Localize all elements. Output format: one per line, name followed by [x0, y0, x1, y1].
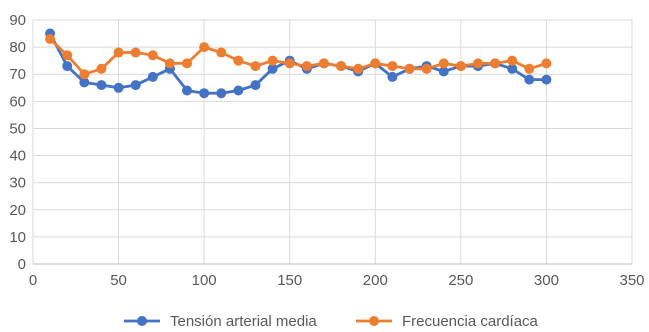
y-tick-label: 40 — [9, 148, 26, 165]
x-tick-label: 150 — [277, 272, 302, 289]
data-point — [438, 66, 449, 77]
data-point — [301, 61, 312, 72]
data-point — [387, 61, 398, 72]
x-tick-label: 350 — [619, 272, 644, 289]
data-point — [96, 80, 107, 91]
y-tick-label: 70 — [9, 66, 26, 83]
data-point — [182, 85, 193, 96]
data-point — [147, 71, 158, 82]
data-point — [490, 58, 501, 69]
series-line-1 — [49, 37, 547, 76]
data-point — [113, 82, 124, 93]
data-point — [130, 47, 141, 58]
data-point — [524, 63, 535, 74]
legend-swatch-marker — [137, 316, 147, 326]
data-point — [353, 63, 364, 74]
data-point — [438, 58, 449, 69]
data-point — [130, 80, 141, 91]
data-point — [79, 69, 90, 80]
legend-swatch-marker — [369, 316, 379, 326]
y-tick-label: 30 — [9, 175, 26, 192]
data-point — [233, 85, 244, 96]
data-point — [507, 55, 518, 66]
data-point — [404, 63, 415, 74]
data-point — [541, 58, 552, 69]
y-tick-label: 10 — [9, 229, 26, 246]
data-point — [79, 77, 90, 88]
data-point — [370, 58, 381, 69]
data-point — [96, 63, 107, 74]
y-tick-label: 60 — [9, 93, 26, 110]
data-point — [113, 47, 124, 58]
data-point — [387, 71, 398, 82]
data-point — [524, 74, 535, 85]
data-point — [45, 33, 56, 44]
legend: Tensión arterial media Frecuencia cardíac… — [124, 313, 539, 330]
data-point — [182, 58, 193, 69]
data-point — [267, 63, 278, 74]
data-point — [284, 58, 295, 69]
x-tick-label: 100 — [192, 272, 217, 289]
data-point — [472, 58, 483, 69]
gridlines — [32, 19, 633, 265]
x-tick-label: 300 — [534, 272, 559, 289]
data-point — [455, 61, 466, 72]
plot-area — [45, 28, 552, 99]
data-point — [233, 55, 244, 66]
data-point — [216, 47, 227, 58]
x-tick-label: 50 — [110, 272, 127, 289]
data-point — [164, 58, 175, 69]
x-tick-label: 0 — [29, 272, 37, 289]
data-point — [250, 80, 261, 91]
data-point — [267, 55, 278, 66]
legend-label: Frecuencia cardíaca — [402, 313, 539, 330]
data-point — [147, 50, 158, 61]
y-tick-label: 80 — [9, 39, 26, 56]
data-point — [199, 88, 210, 99]
y-tick-label: 50 — [9, 120, 26, 137]
data-point — [199, 42, 210, 53]
y-tick-label: 90 — [9, 12, 26, 29]
data-point — [336, 61, 347, 72]
data-point — [250, 61, 261, 72]
data-point — [541, 74, 552, 85]
data-point — [507, 63, 518, 74]
y-tick-label: 0 — [18, 256, 26, 273]
y-tick-label: 20 — [9, 202, 26, 219]
x-tick-label: 200 — [363, 272, 388, 289]
legend-label: Tensión arterial media — [170, 313, 317, 330]
data-point — [421, 63, 432, 74]
data-point — [62, 50, 73, 61]
x-tick-label: 250 — [448, 272, 473, 289]
data-point — [62, 61, 73, 72]
y-axis-ticks: 0 10 20 30 40 50 60 70 80 90 — [9, 12, 26, 273]
x-axis-ticks: 0 50 100 150 200 250 300 350 — [29, 272, 645, 289]
data-point — [318, 58, 329, 69]
data-point — [216, 88, 227, 99]
